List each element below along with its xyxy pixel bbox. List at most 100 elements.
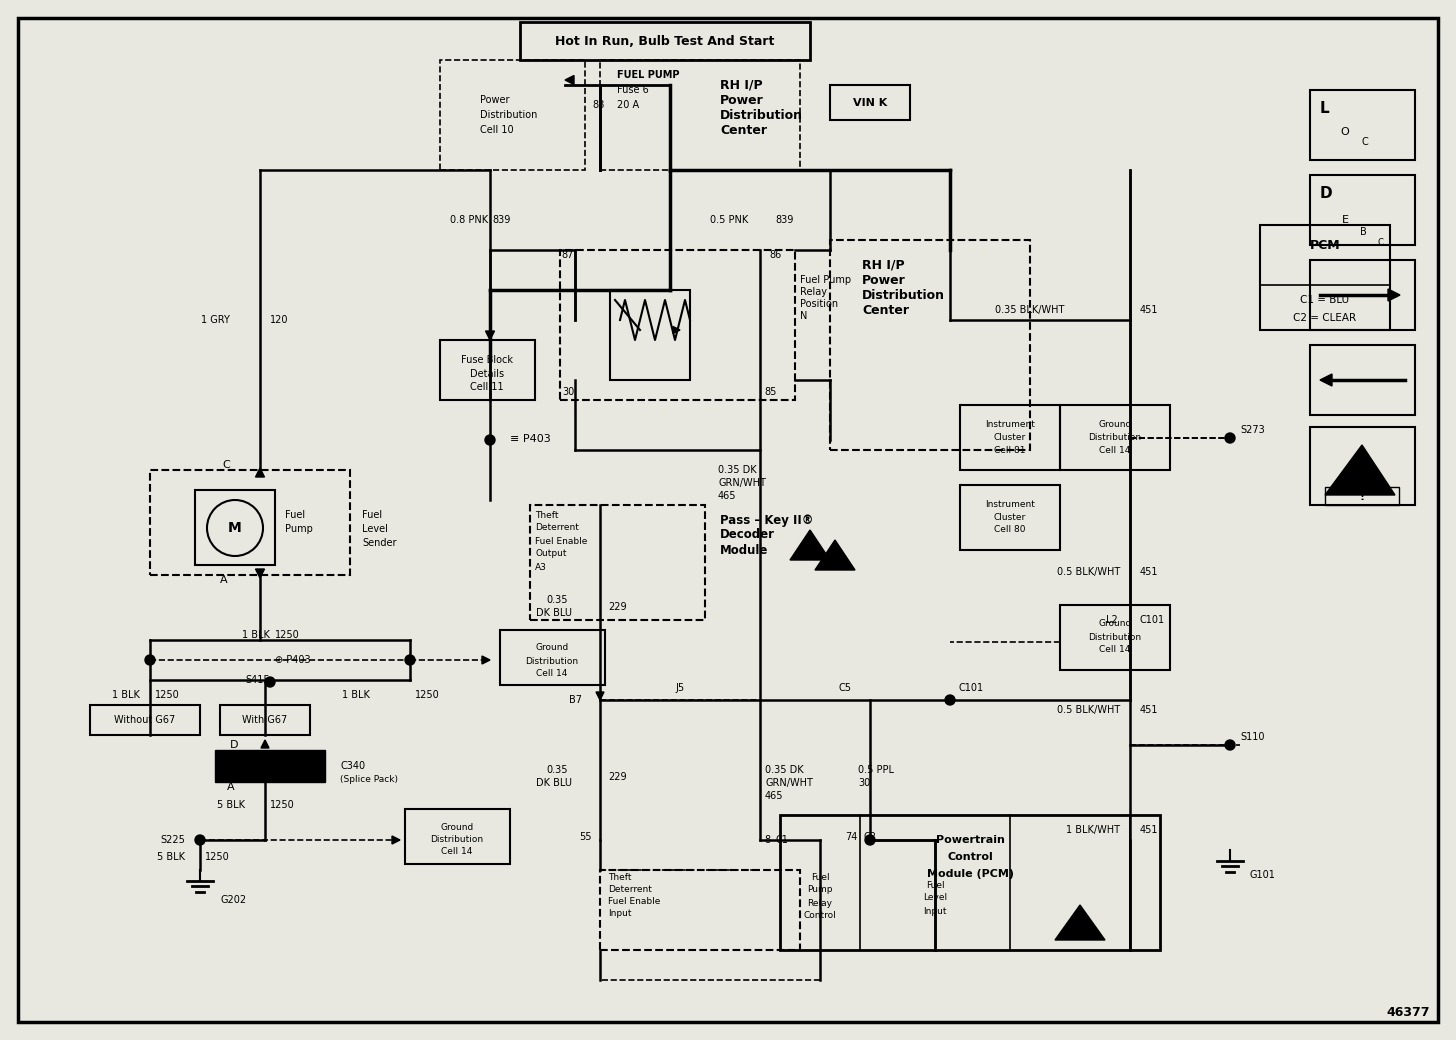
Circle shape: [1224, 433, 1235, 443]
Text: 30: 30: [562, 387, 574, 397]
Polygon shape: [596, 692, 604, 700]
Bar: [150, 470, 349, 575]
Text: J5: J5: [676, 683, 684, 693]
Text: 0.35: 0.35: [546, 765, 568, 775]
Text: C2: C2: [863, 832, 877, 842]
Text: C2 = CLEAR: C2 = CLEAR: [1293, 313, 1357, 323]
Text: 120: 120: [269, 315, 288, 326]
Polygon shape: [261, 774, 269, 782]
Text: Cluster: Cluster: [994, 513, 1026, 521]
Text: Hot In Run, Bulb Test And Start: Hot In Run, Bulb Test And Start: [555, 34, 775, 48]
Text: 5 BLK: 5 BLK: [157, 852, 185, 862]
Text: Distribution: Distribution: [526, 656, 578, 666]
Text: 1250: 1250: [205, 852, 230, 862]
Text: Center: Center: [721, 124, 767, 136]
Text: 0.5 BLK/WHT: 0.5 BLK/WHT: [1057, 567, 1120, 577]
Bar: [520, 22, 810, 60]
Text: Input: Input: [609, 910, 632, 918]
Text: 1 BLK: 1 BLK: [342, 690, 370, 700]
Bar: [1310, 90, 1415, 160]
Text: 0.5 PNK: 0.5 PNK: [711, 215, 748, 225]
Bar: [1060, 405, 1171, 470]
Text: 20 A: 20 A: [617, 100, 639, 110]
Text: 5 BLK: 5 BLK: [217, 800, 245, 810]
Text: 465: 465: [764, 791, 783, 801]
Bar: [1060, 605, 1171, 670]
Text: Cell 14: Cell 14: [536, 669, 568, 677]
Text: Fuel: Fuel: [363, 510, 381, 520]
Text: Cell 11: Cell 11: [470, 382, 504, 392]
Text: Control: Control: [946, 852, 993, 862]
Bar: [440, 60, 585, 170]
Text: Instrument: Instrument: [986, 419, 1035, 428]
Text: Theft: Theft: [534, 511, 559, 520]
Bar: [530, 505, 705, 620]
Bar: [1310, 260, 1415, 330]
Text: 46377: 46377: [1386, 1006, 1430, 1018]
Text: 1 BLK: 1 BLK: [112, 690, 140, 700]
Text: 1 BLK/WHT: 1 BLK/WHT: [1066, 825, 1120, 835]
Text: S110: S110: [1241, 732, 1264, 742]
Bar: [960, 405, 1060, 470]
Text: 85: 85: [764, 387, 778, 397]
Text: Distribution: Distribution: [862, 288, 945, 302]
Text: With G67: With G67: [242, 716, 288, 725]
Text: Cell 81: Cell 81: [994, 445, 1025, 454]
Text: C340: C340: [341, 761, 365, 771]
Text: 87: 87: [562, 250, 574, 260]
Text: O: O: [1341, 127, 1350, 137]
Text: Distribution: Distribution: [431, 835, 483, 844]
Polygon shape: [1056, 905, 1105, 940]
Text: 1 GRY: 1 GRY: [201, 315, 230, 326]
Bar: [1310, 427, 1415, 505]
Text: !: !: [1360, 492, 1364, 502]
Text: Fuel: Fuel: [811, 873, 830, 882]
Bar: [780, 815, 1160, 950]
Text: 0.35 BLK/WHT: 0.35 BLK/WHT: [996, 305, 1064, 315]
Text: 55: 55: [579, 832, 593, 842]
Bar: [610, 290, 690, 380]
Text: Fuel Pump: Fuel Pump: [799, 275, 852, 285]
Text: Cell 10: Cell 10: [480, 125, 514, 135]
Text: S225: S225: [160, 835, 185, 844]
Polygon shape: [791, 530, 830, 560]
Text: C5: C5: [839, 683, 852, 693]
Polygon shape: [565, 76, 574, 84]
Text: Ground: Ground: [1098, 419, 1131, 428]
Text: Distribution: Distribution: [480, 110, 537, 120]
Text: Power: Power: [721, 94, 764, 106]
Polygon shape: [1321, 374, 1332, 386]
Text: D: D: [230, 740, 237, 750]
Text: RH I/P: RH I/P: [862, 259, 904, 271]
Text: 451: 451: [1140, 705, 1159, 716]
Text: Control: Control: [804, 911, 836, 920]
Text: GRN/WHT: GRN/WHT: [764, 778, 812, 788]
Text: Power: Power: [862, 274, 906, 286]
Text: 1250: 1250: [415, 690, 440, 700]
Bar: [90, 705, 199, 735]
Circle shape: [485, 435, 495, 445]
Text: DK BLU: DK BLU: [536, 608, 572, 618]
Text: RH I/P: RH I/P: [721, 78, 763, 92]
Bar: [499, 630, 606, 685]
Text: Ground: Ground: [1098, 620, 1131, 628]
Text: ≡ P403: ≡ P403: [510, 434, 550, 444]
Text: 1250: 1250: [154, 690, 179, 700]
Polygon shape: [1388, 289, 1401, 301]
Text: 8: 8: [764, 835, 770, 844]
Circle shape: [1224, 740, 1235, 750]
Circle shape: [265, 677, 275, 687]
Text: 88: 88: [593, 100, 606, 110]
Bar: [830, 85, 910, 120]
Text: 0.5 BLK/WHT: 0.5 BLK/WHT: [1057, 705, 1120, 716]
Circle shape: [865, 835, 875, 844]
Text: 451: 451: [1140, 567, 1159, 577]
Text: 451: 451: [1140, 825, 1159, 835]
Text: Position: Position: [799, 300, 839, 309]
Text: Ground: Ground: [440, 823, 473, 832]
Text: 1250: 1250: [269, 800, 294, 810]
Text: C1: C1: [775, 835, 788, 844]
Bar: [220, 705, 310, 735]
Text: C: C: [1361, 137, 1369, 147]
Polygon shape: [261, 740, 269, 748]
